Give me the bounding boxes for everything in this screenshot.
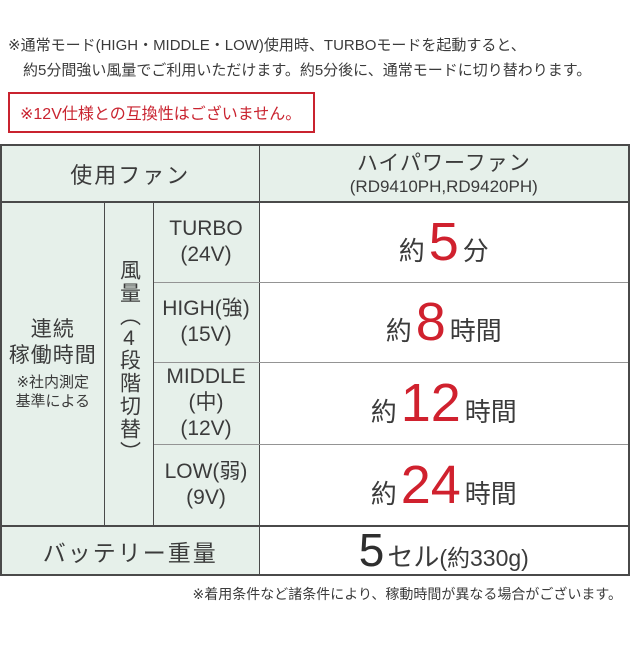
battery-unit: セル — [387, 542, 440, 572]
value-prefix: 約 — [385, 316, 412, 346]
mode-cell-high: HIGH(強) (15V) — [152, 281, 260, 363]
mode-cell-turbo: TURBO (24V) — [152, 201, 260, 283]
value-prefix: 約 — [370, 478, 397, 509]
mode-label-middle-line2: (中) — [188, 391, 224, 414]
runtime-title-line1: 連続 — [30, 318, 75, 341]
fan-name-header-cell: ハイパワーファン (RD9410PH,RD9420PH) — [258, 144, 630, 203]
runtime-value-high: 約 8 時間 — [260, 292, 628, 352]
compatibility-warning-text: ※12V仕様との互換性はございません。 — [20, 106, 302, 123]
battery-weight-label-cell: バッテリー重量 — [0, 525, 260, 576]
value-unit: 時間 — [464, 478, 517, 509]
airflow-levels-cell: 風量（4段階切替） — [103, 201, 154, 527]
fan-model-numbers: (RD9410PH,RD9420PH) — [349, 176, 538, 196]
value-unit: 分 — [462, 236, 489, 267]
fan-type-label: 使用ファン — [70, 162, 191, 188]
battery-number: 5 — [358, 526, 385, 575]
runtime-note-line2: 基準による — [15, 393, 91, 410]
mode-label-turbo-line1: TURBO — [169, 217, 243, 241]
runtime-note-line1: ※社内測定 — [16, 374, 90, 391]
runtime-note: ※社内測定 基準による — [2, 373, 103, 411]
spec-table: 使用ファン ハイパワーファン (RD9410PH,RD9420PH) 連続 稼働… — [0, 144, 630, 576]
value-number: 24 — [400, 454, 461, 515]
value-number: 12 — [400, 373, 461, 433]
runtime-value-middle: 約 12 時間 — [260, 373, 628, 433]
mode-cell-low: LOW(弱) (9V) — [152, 443, 260, 527]
battery-detail: (約330g) — [439, 545, 529, 571]
battery-weight-value: 5 セル (約330g) — [260, 526, 628, 575]
mode-label-high-line1: HIGH(強) — [162, 297, 250, 320]
turbo-mode-note: ※通常モード(HIGH・MIDDLE・LOW)使用時、TURBOモードを起動する… — [8, 33, 624, 83]
continuous-runtime-cell: 連続 稼働時間 ※社内測定 基準による — [0, 201, 105, 527]
battery-weight-value-cell: 5 セル (約330g) — [258, 525, 630, 576]
value-prefix: 約 — [398, 236, 425, 267]
fan-name: ハイパワーファン — [356, 151, 531, 175]
runtime-value-cell-high: 約 8 時間 — [258, 281, 630, 363]
mode-label-middle-line3: (12V) — [180, 417, 232, 440]
mode-label-middle-line1: MIDDLE — [166, 365, 246, 388]
airflow-levels-label: 風量（4段階切替） — [117, 259, 141, 464]
mode-label-turbo-line2: (24V) — [180, 243, 232, 267]
turbo-mode-note-line1: ※通常モード(HIGH・MIDDLE・LOW)使用時、TURBOモードを起動する… — [8, 37, 526, 54]
runtime-title-line2: 稼働時間 — [8, 344, 97, 367]
footer-disclaimer: ※着用条件など諸条件により、稼動時間が異なる場合がございます。 — [192, 586, 623, 602]
mode-label-low-line1: LOW(弱) — [164, 459, 248, 483]
runtime-value-cell-middle: 約 12 時間 — [258, 361, 630, 445]
compatibility-warning-box: ※12V仕様との互換性はございません。 — [8, 92, 316, 133]
value-unit: 時間 — [449, 316, 502, 346]
mode-label-high-line2: (15V) — [180, 323, 232, 346]
fan-type-header-cell: 使用ファン — [0, 144, 260, 203]
runtime-value-low: 約 24 時間 — [260, 454, 628, 515]
turbo-mode-note-line2: 約5分間強い風量でご利用いただけます。約5分後に、通常モードに切り替わります。 — [23, 62, 592, 79]
page: ※通常モード(HIGH・MIDDLE・LOW)使用時、TURBOモードを起動する… — [0, 33, 630, 663]
value-number: 8 — [415, 292, 446, 352]
value-number: 5 — [428, 212, 459, 273]
battery-weight-label: バッテリー重量 — [42, 539, 218, 566]
mode-label-low-line2: (9V) — [186, 485, 226, 509]
value-prefix: 約 — [370, 397, 397, 427]
mode-cell-middle: MIDDLE (中) (12V) — [152, 361, 260, 445]
runtime-value-cell-low: 約 24 時間 — [258, 443, 630, 527]
value-unit: 時間 — [464, 397, 517, 427]
